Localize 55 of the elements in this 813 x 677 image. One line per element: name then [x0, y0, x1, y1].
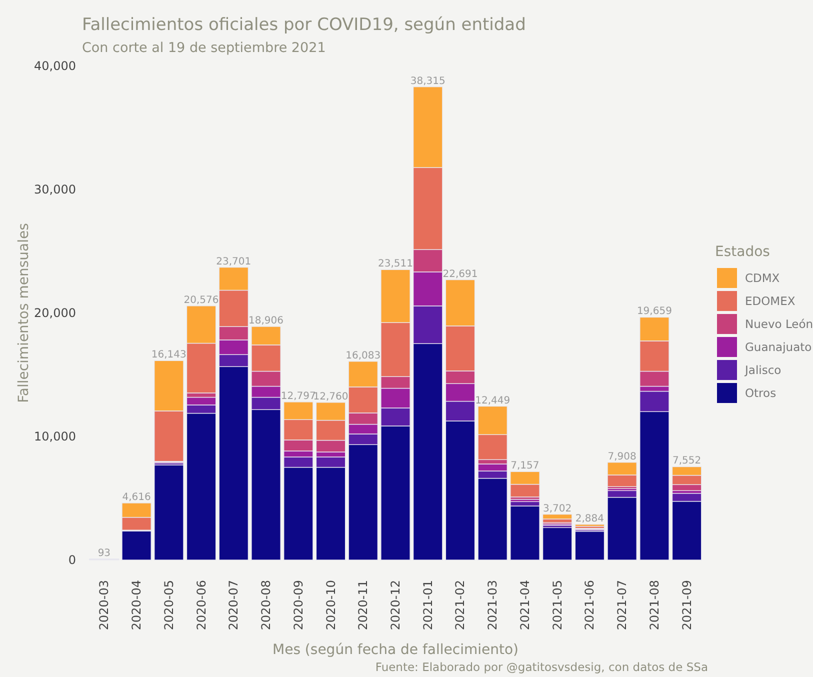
total-label: 12,449: [475, 395, 510, 406]
y-tick-label: 30,000: [34, 182, 76, 196]
y-tick-label: 10,000: [34, 430, 76, 444]
total-label: 2,884: [575, 513, 604, 524]
chart-title: Fallecimientos oficiales por COVID19, según entidad: [82, 15, 526, 35]
x-tick-label: 2020-09: [291, 580, 306, 630]
total-label: 38,315: [410, 76, 446, 87]
legend-label: Otros: [745, 386, 776, 400]
total-label: 4,616: [122, 492, 151, 503]
source-note: Fuente: Elaborado por @gatitosvsdesig, con datos de SSa: [375, 660, 708, 674]
total-label: 16,083: [346, 350, 381, 362]
x-tick-label: 2021-05: [550, 580, 564, 630]
x-axis-title: Mes (según fecha de fallecimiento): [272, 642, 518, 658]
legend-label: Jalisco: [744, 363, 782, 377]
chart-subtitle: Con corte al 19 de septiembre 2021: [82, 40, 326, 56]
y-tick-label: 0: [68, 553, 76, 567]
x-tick-label: 2020-07: [226, 580, 241, 630]
total-label: 18,906: [248, 316, 284, 327]
x-tick-label: 2021-06: [582, 580, 597, 630]
x-tick-label: 2020-11: [356, 580, 370, 630]
total-label: 7,157: [510, 460, 540, 472]
total-label: 16,143: [151, 350, 186, 361]
x-tick-label: 2021-07: [615, 580, 630, 630]
legend-title: Estados: [715, 244, 770, 260]
total-label: 19,659: [636, 306, 672, 318]
total-label: 3,702: [543, 503, 572, 514]
x-tick-label: 2021-08: [647, 580, 662, 630]
x-tick-label: 2021-02: [453, 580, 468, 630]
x-tick-label: 2020-06: [194, 580, 208, 630]
total-label: 23,511: [378, 258, 413, 270]
y-tick-label: 40,000: [34, 59, 76, 73]
x-tick-label: 2020-12: [388, 580, 402, 630]
y-axis-title: Fallecimientos mensuales: [16, 223, 32, 403]
y-tick-label: 20,000: [34, 306, 76, 320]
x-tick-label: 2021-03: [486, 580, 500, 630]
legend-label: Nuevo León: [745, 317, 813, 331]
x-tick-label: 2020-05: [162, 580, 176, 630]
x-tick-label: 2020-08: [259, 580, 274, 630]
x-tick-label: 2020-10: [324, 580, 338, 630]
total-label: 7,552: [672, 456, 702, 467]
total-label: 93: [98, 548, 111, 559]
x-tick-label: 2021-09: [680, 580, 694, 630]
legend-label: EDOMEX: [745, 294, 796, 308]
total-label: 12,760: [313, 391, 348, 402]
x-tick-label: 2020-03: [97, 580, 112, 630]
total-label: 20,576: [184, 294, 219, 306]
x-tick-label: 2021-01: [420, 580, 435, 630]
legend-label: Guanajuato: [745, 340, 812, 354]
x-tick-label: 2021-04: [518, 580, 532, 630]
total-label: 23,701: [216, 256, 252, 268]
total-label: 7,908: [608, 451, 636, 462]
legend-label: CDMX: [745, 271, 780, 285]
total-label: 22,691: [442, 268, 478, 280]
x-tick-label: 2020-04: [130, 580, 144, 630]
total-label: 12,797: [280, 390, 316, 402]
